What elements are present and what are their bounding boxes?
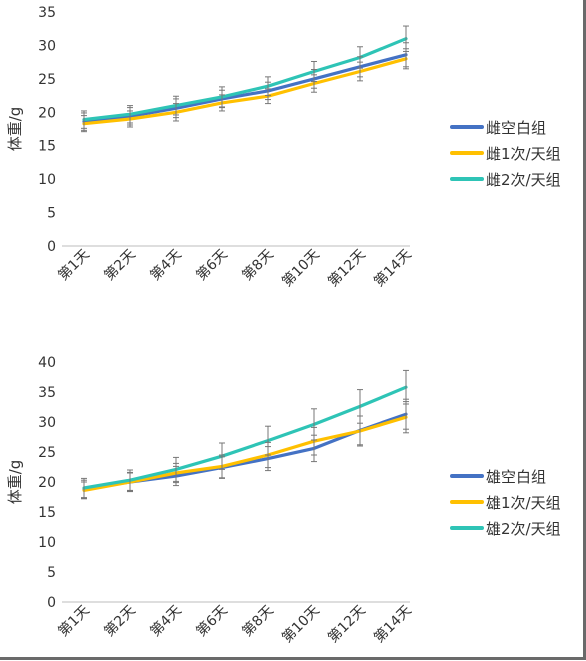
y-axis-label: 体重/g xyxy=(6,460,24,505)
x-tick-label: 第1天 xyxy=(55,602,93,640)
x-tick-label: 第14天 xyxy=(370,246,414,290)
x-tick-label: 第8天 xyxy=(239,246,277,284)
series-line-3 xyxy=(82,37,408,122)
x-tick-label: 第12天 xyxy=(324,602,368,646)
y-tick-label: 20 xyxy=(38,475,56,491)
legend-label: 雄空白组 xyxy=(486,468,546,486)
y-tick-label: 25 xyxy=(38,72,56,88)
y-tick-label: 10 xyxy=(38,172,56,188)
y-tick-label: 20 xyxy=(38,105,56,121)
x-tick-label: 第4天 xyxy=(147,246,185,284)
y-tick-label: 0 xyxy=(47,595,56,611)
series-line-3 xyxy=(82,385,408,490)
y-tick-label: 10 xyxy=(38,535,56,551)
x-tick-label: 第2天 xyxy=(101,246,139,284)
y-tick-label: 15 xyxy=(38,139,56,155)
y-tick-label: 35 xyxy=(38,5,56,21)
x-tick-label: 第10天 xyxy=(278,602,322,646)
y-axis-label: 体重/g xyxy=(6,107,24,152)
y-tick-label: 40 xyxy=(38,355,56,371)
x-tick-label: 第6天 xyxy=(193,246,231,284)
x-tick-label: 第12天 xyxy=(324,246,368,290)
x-tick-label: 第6天 xyxy=(193,602,231,640)
x-tick-label: 第1天 xyxy=(55,246,93,284)
y-tick-label: 5 xyxy=(47,565,56,581)
y-tick-label: 25 xyxy=(38,445,56,461)
y-tick-label: 30 xyxy=(38,415,56,431)
y-tick-label: 0 xyxy=(47,239,56,255)
x-tick-label: 第10天 xyxy=(278,246,322,290)
legend-label: 雌2次/天组 xyxy=(486,171,561,189)
legend-label: 雌空白组 xyxy=(486,119,546,137)
x-tick-label: 第14天 xyxy=(370,602,414,646)
y-tick-label: 5 xyxy=(47,206,56,222)
series-line-2 xyxy=(82,57,408,126)
series-line-2 xyxy=(82,415,408,492)
legend-label: 雌1次/天组 xyxy=(486,145,561,163)
y-tick-label: 15 xyxy=(38,505,56,521)
series-line-1 xyxy=(82,412,408,491)
x-tick-label: 第2天 xyxy=(101,602,139,640)
legend-label: 雄1次/天组 xyxy=(486,494,561,512)
y-tick-label: 35 xyxy=(38,385,56,401)
y-tick-label: 30 xyxy=(38,38,56,54)
series-line-1 xyxy=(82,53,408,124)
legend-label: 雄2次/天组 xyxy=(486,520,561,538)
x-tick-label: 第4天 xyxy=(147,602,185,640)
x-tick-label: 第8天 xyxy=(239,602,277,640)
